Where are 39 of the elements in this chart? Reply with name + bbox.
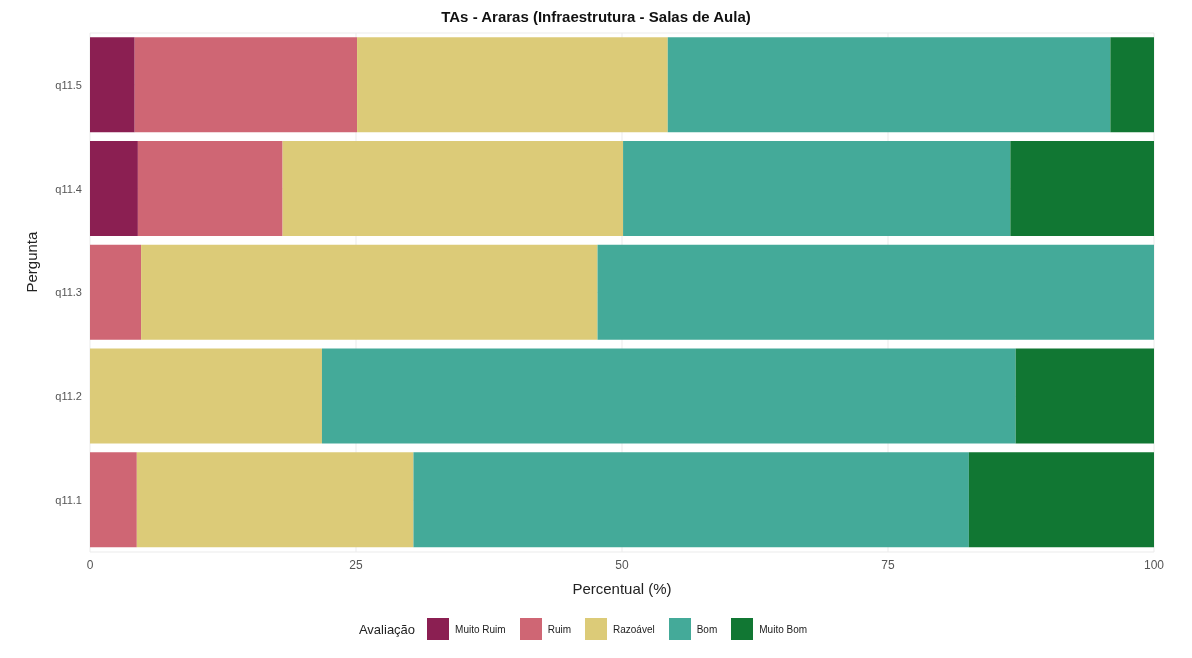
x-tick-label: 25 bbox=[349, 557, 363, 572]
legend-label: Ruim bbox=[547, 623, 571, 635]
bar bbox=[141, 244, 598, 340]
x-tick-label: 50 bbox=[615, 557, 629, 572]
bar bbox=[357, 37, 668, 133]
bar bbox=[90, 348, 322, 444]
bar bbox=[1010, 140, 1154, 236]
bar bbox=[136, 452, 414, 548]
bar bbox=[1110, 37, 1154, 133]
y-tick-label: q11.5 bbox=[55, 78, 82, 91]
x-tick-label: 100 bbox=[1143, 557, 1165, 572]
bar bbox=[321, 348, 1016, 444]
bar bbox=[667, 37, 1111, 133]
bar bbox=[968, 452, 1154, 548]
bar bbox=[90, 452, 137, 548]
x-tick-label: 75 bbox=[881, 557, 895, 572]
chart-title: TAs - Araras (Infraestrutura - Salas de Aula) bbox=[440, 8, 752, 25]
y-tick-label: q11.4 bbox=[55, 182, 82, 195]
legend-title: Avaliação bbox=[358, 621, 416, 637]
bar bbox=[90, 244, 142, 340]
bar bbox=[597, 244, 1154, 340]
y-tick-label: q11.2 bbox=[55, 390, 82, 403]
y-tick-label: q11.3 bbox=[55, 286, 82, 299]
legend-label: Muito Bom bbox=[759, 623, 808, 635]
x-axis-title: Percentual (%) bbox=[572, 580, 672, 597]
bar bbox=[282, 140, 624, 236]
y-axis-title: Pergunta bbox=[23, 230, 41, 293]
legend-label: Bom bbox=[696, 623, 718, 635]
bar bbox=[1015, 348, 1154, 444]
legend-label: Razoável bbox=[613, 623, 655, 635]
bar bbox=[134, 37, 358, 133]
bar bbox=[90, 37, 135, 133]
bar bbox=[623, 140, 1011, 236]
legend-label: Muito Ruim bbox=[455, 623, 506, 635]
bar bbox=[137, 140, 283, 236]
bar bbox=[413, 452, 969, 548]
bar bbox=[90, 140, 138, 236]
x-tick-label: 0 bbox=[86, 557, 94, 572]
y-tick-label: q11.1 bbox=[55, 494, 82, 507]
